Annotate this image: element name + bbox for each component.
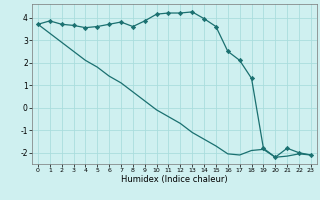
- X-axis label: Humidex (Indice chaleur): Humidex (Indice chaleur): [121, 175, 228, 184]
